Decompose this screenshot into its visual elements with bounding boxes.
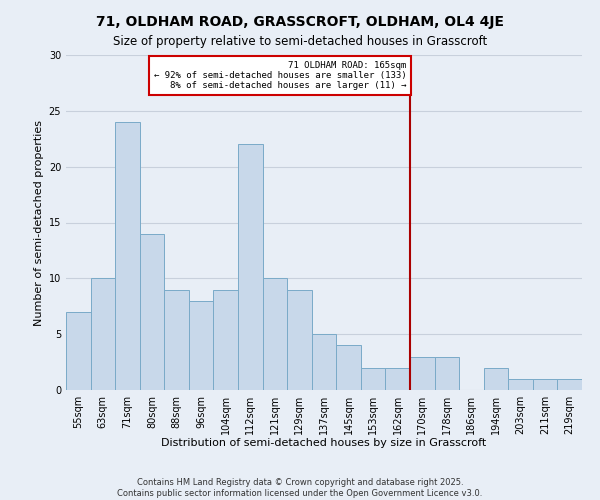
Bar: [263, 278, 287, 390]
Bar: [115, 122, 140, 390]
Bar: [164, 290, 189, 390]
Bar: [66, 312, 91, 390]
Bar: [361, 368, 385, 390]
Text: 71 OLDHAM ROAD: 165sqm
← 92% of semi-detached houses are smaller (133)
8% of sem: 71 OLDHAM ROAD: 165sqm ← 92% of semi-det…: [154, 60, 406, 90]
Text: 71, OLDHAM ROAD, GRASSCROFT, OLDHAM, OL4 4JE: 71, OLDHAM ROAD, GRASSCROFT, OLDHAM, OL4…: [96, 15, 504, 29]
Bar: [533, 379, 557, 390]
Bar: [214, 290, 238, 390]
Bar: [287, 290, 312, 390]
Bar: [385, 368, 410, 390]
Bar: [238, 144, 263, 390]
Bar: [410, 356, 434, 390]
Bar: [312, 334, 336, 390]
Y-axis label: Number of semi-detached properties: Number of semi-detached properties: [34, 120, 44, 326]
Bar: [434, 356, 459, 390]
Bar: [140, 234, 164, 390]
Bar: [484, 368, 508, 390]
Text: Size of property relative to semi-detached houses in Grasscroft: Size of property relative to semi-detach…: [113, 35, 487, 48]
Bar: [557, 379, 582, 390]
X-axis label: Distribution of semi-detached houses by size in Grasscroft: Distribution of semi-detached houses by …: [161, 438, 487, 448]
Bar: [336, 346, 361, 390]
Bar: [91, 278, 115, 390]
Text: Contains HM Land Registry data © Crown copyright and database right 2025.
Contai: Contains HM Land Registry data © Crown c…: [118, 478, 482, 498]
Bar: [508, 379, 533, 390]
Bar: [189, 300, 214, 390]
